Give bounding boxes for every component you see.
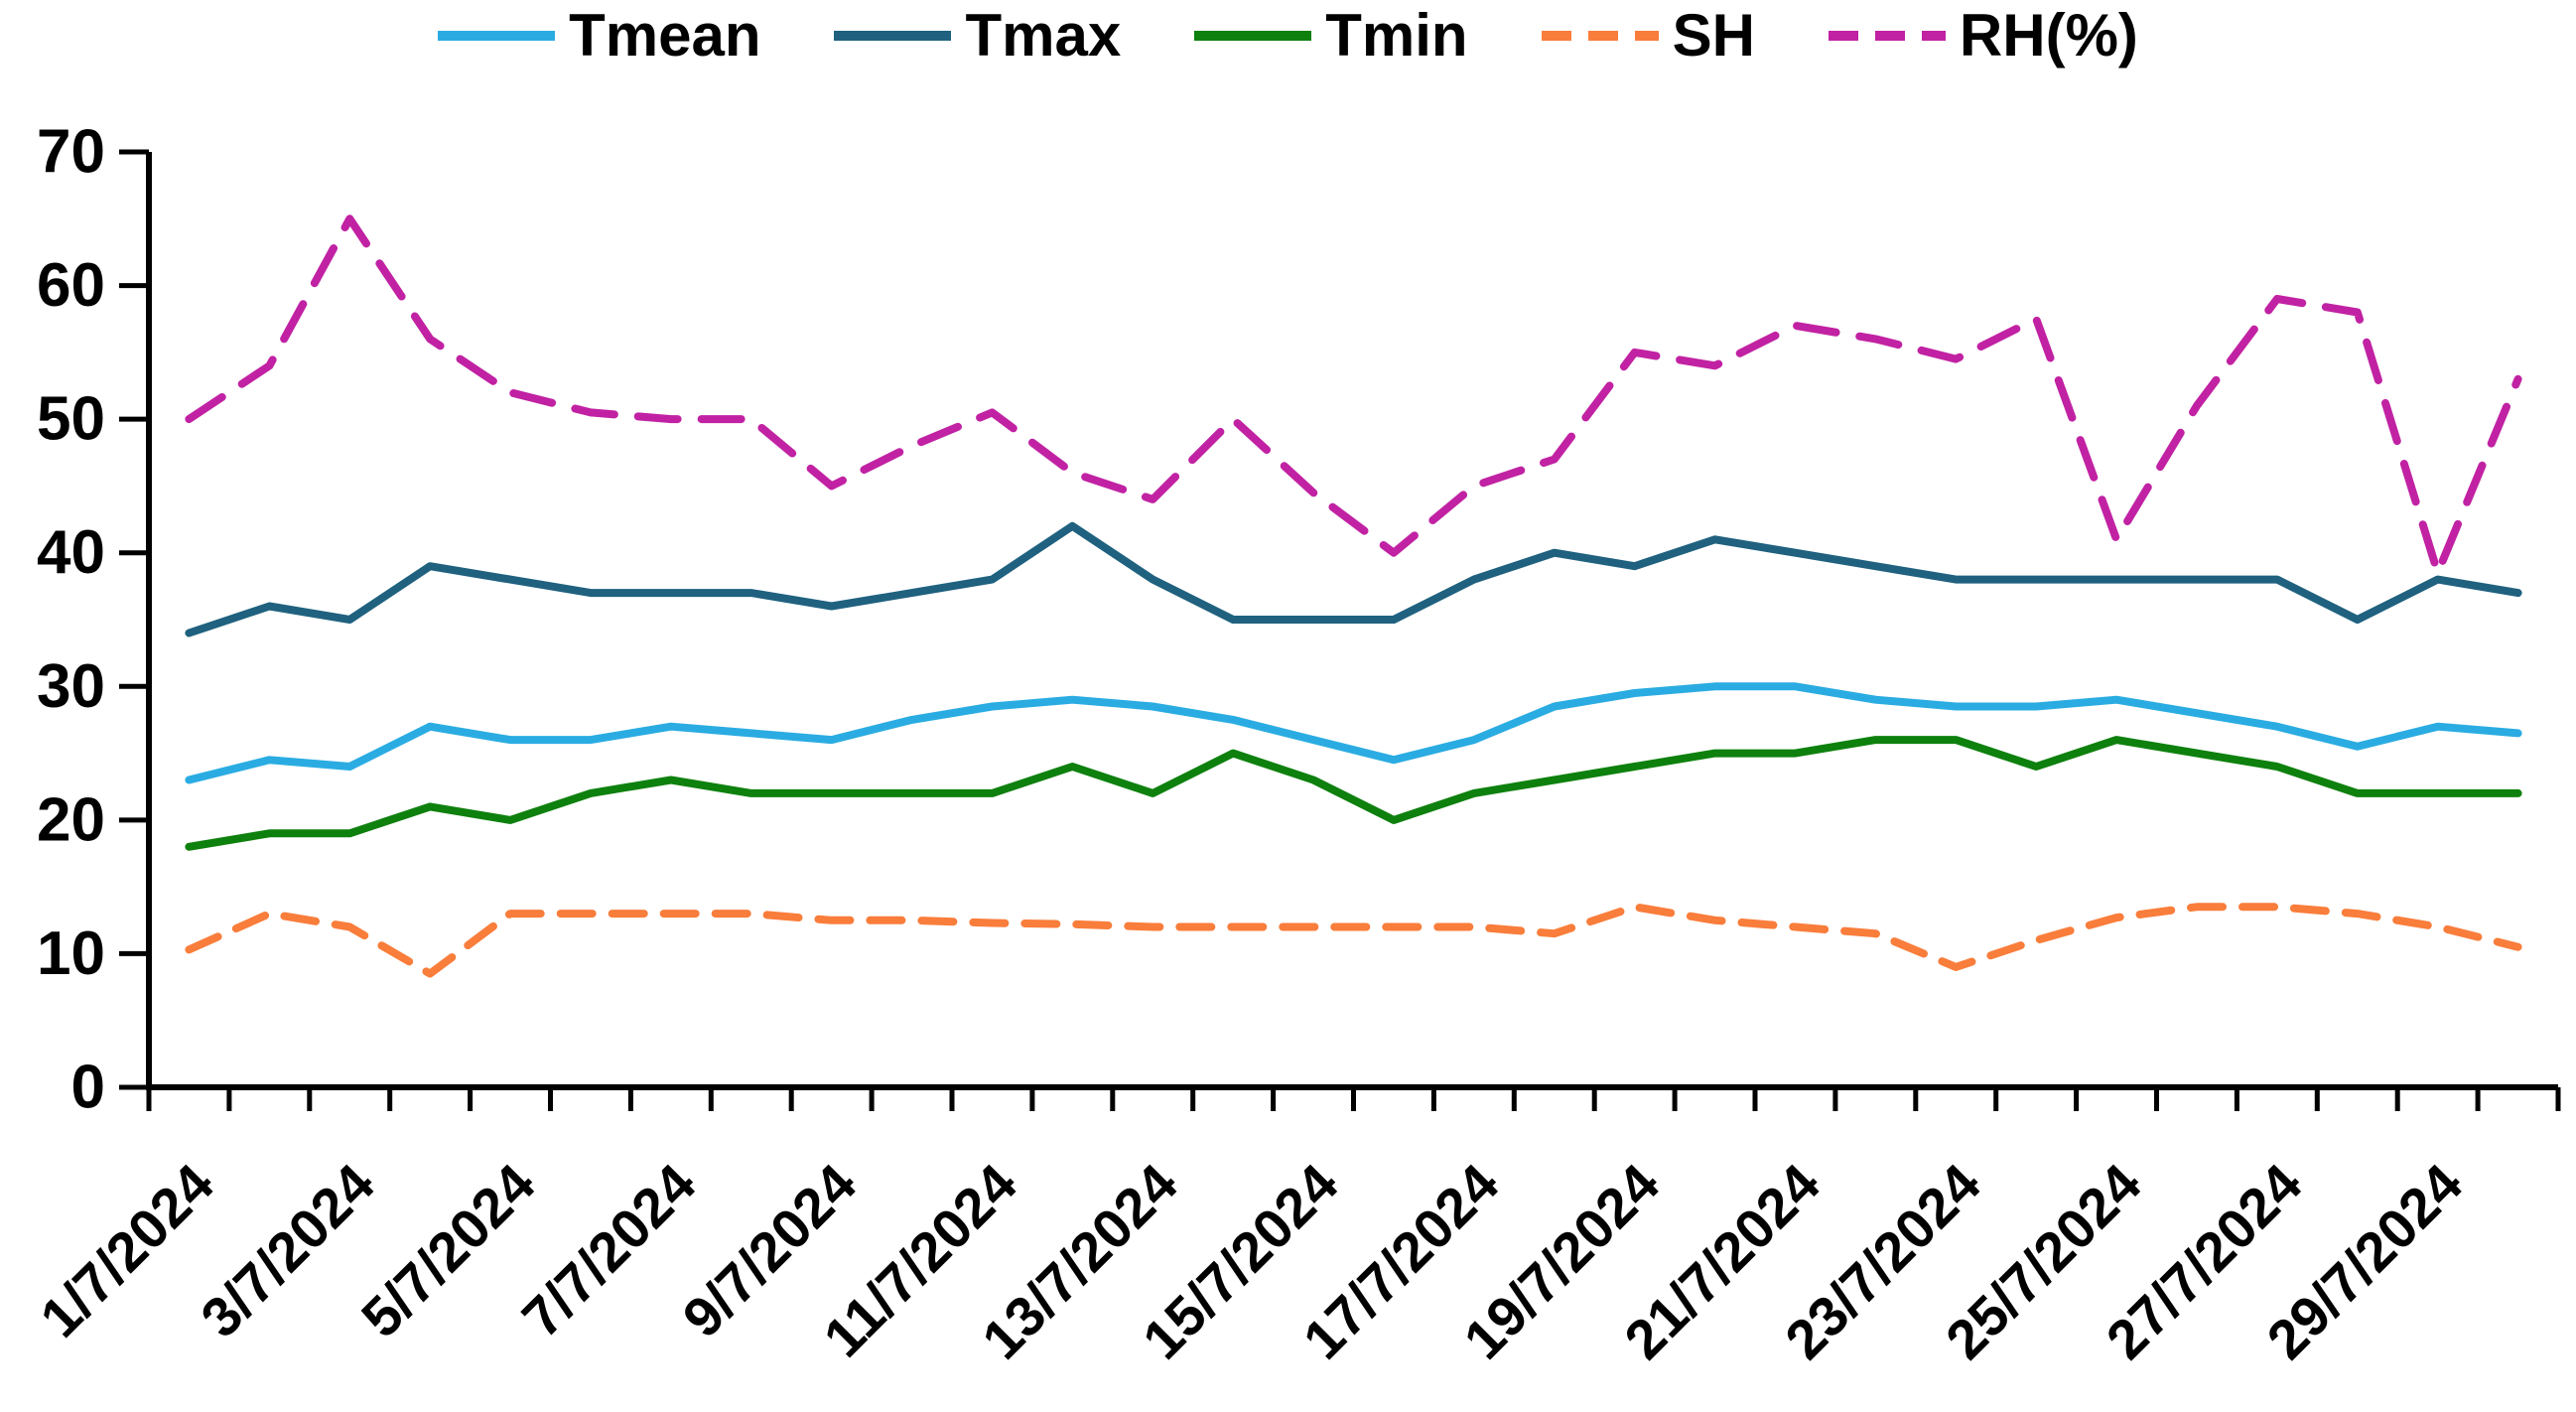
legend-label-tmin: Tmin bbox=[1325, 2, 1468, 69]
x-tick-label: 5/7/2024 bbox=[349, 1152, 547, 1349]
series-line-sh bbox=[185, 903, 2522, 978]
legend-item-rh: RH(%) bbox=[1828, 2, 2138, 69]
legend-swatch-tmean-line bbox=[438, 31, 556, 41]
legend-swatch-rh-dashed-line bbox=[1828, 31, 1946, 41]
y-tick-label: 10 bbox=[37, 919, 105, 988]
legend-label-sh: SH bbox=[1672, 2, 1755, 69]
series-line-tmax bbox=[185, 521, 2522, 637]
x-tick-label: 3/7/2024 bbox=[189, 1152, 386, 1349]
y-tick-label: 70 bbox=[37, 118, 105, 187]
legend-swatch-tmax-line bbox=[834, 31, 952, 41]
legend-item-tmin: Tmin bbox=[1194, 2, 1468, 69]
x-tick-label: 7/7/2024 bbox=[510, 1152, 708, 1349]
legend-swatch-tmin-line bbox=[1194, 31, 1312, 41]
y-tick-label: 0 bbox=[71, 1054, 105, 1122]
legend-label-tmax: Tmax bbox=[965, 2, 1122, 69]
legend-swatch-sh-dashed-line bbox=[1541, 31, 1659, 41]
y-tick-label: 20 bbox=[37, 785, 105, 854]
legend: Tmean Tmax Tmin SH RH(%) bbox=[0, 6, 2576, 66]
y-tick-label: 60 bbox=[37, 251, 105, 320]
y-tick-label: 40 bbox=[37, 518, 105, 587]
series-line-rh bbox=[185, 214, 2522, 577]
legend-item-tmean: Tmean bbox=[438, 6, 760, 66]
y-tick-label: 50 bbox=[37, 385, 105, 454]
legend-label-rh: RH(%) bbox=[1959, 2, 2138, 69]
legend-item-sh: SH bbox=[1541, 2, 1755, 69]
y-tick-label: 30 bbox=[37, 652, 105, 721]
series-line-tmin bbox=[185, 736, 2522, 851]
x-tick-label: 1/7/2024 bbox=[28, 1152, 225, 1349]
series-line-tmean bbox=[185, 682, 2522, 784]
legend-item-tmax: Tmax bbox=[834, 6, 1121, 66]
legend-label-tmean: Tmean bbox=[569, 2, 761, 69]
